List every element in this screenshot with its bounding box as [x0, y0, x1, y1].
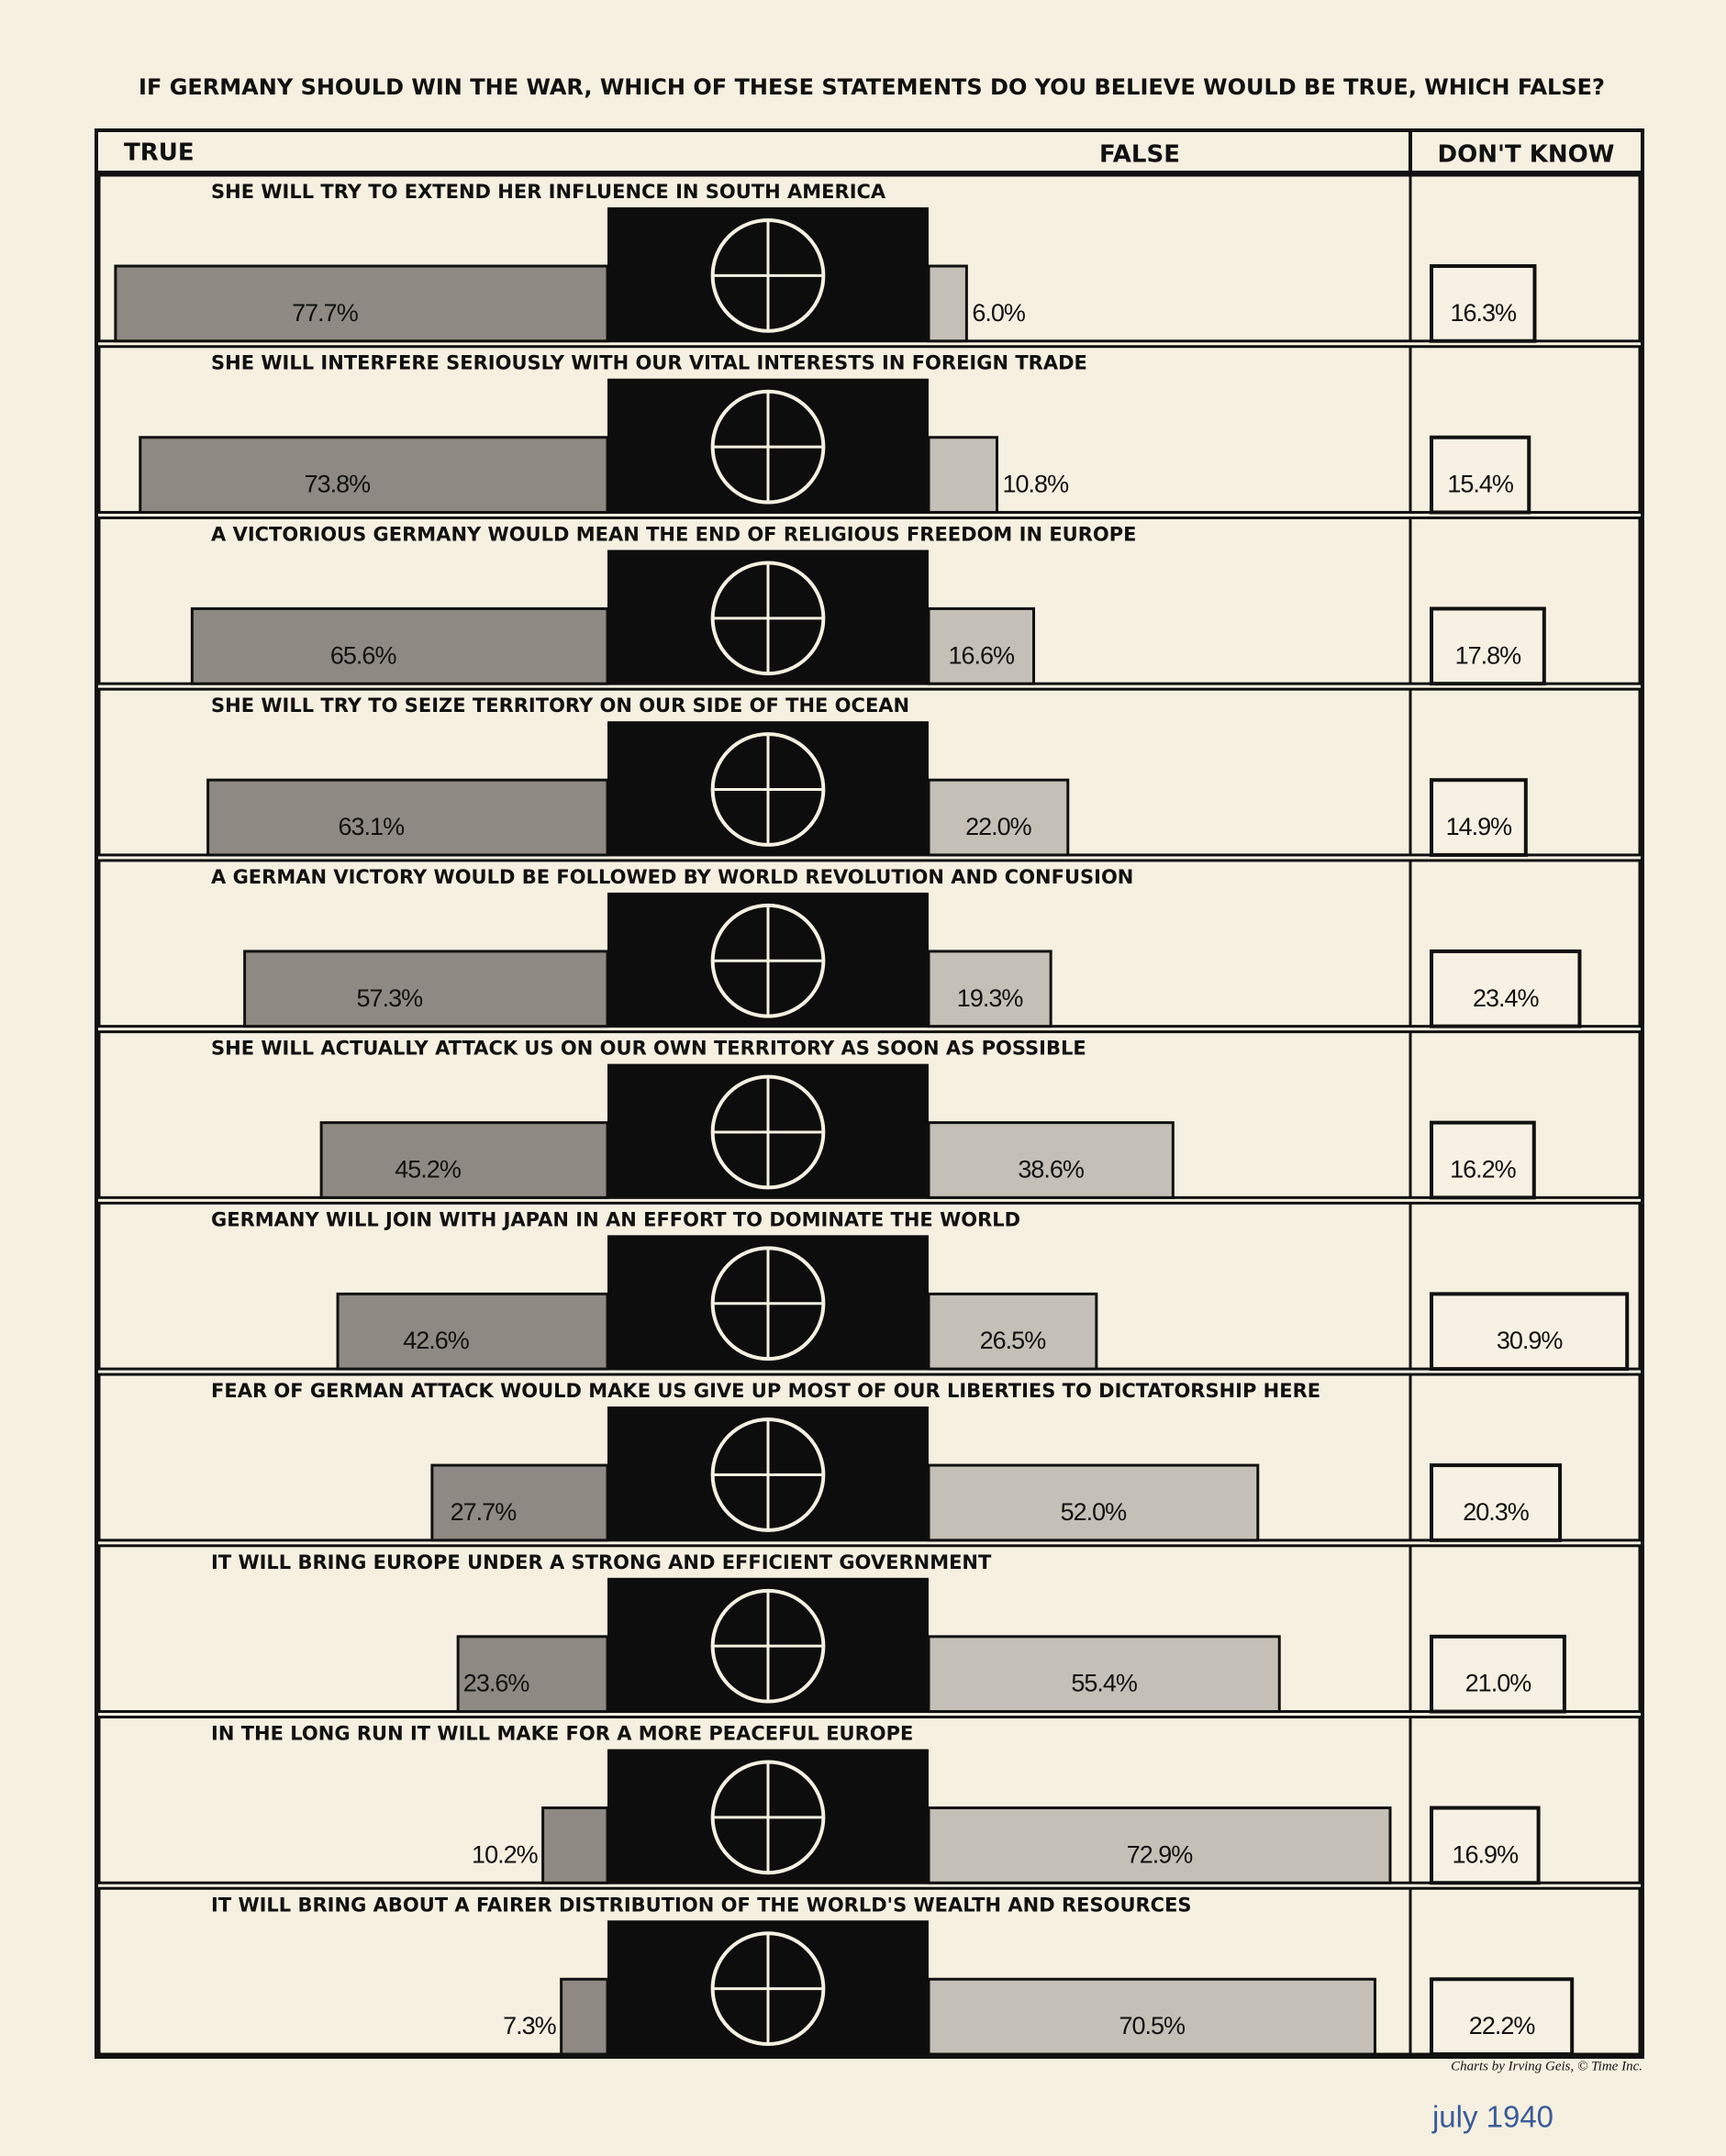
false-bar [927, 1292, 1098, 1371]
dont-know-box [1430, 1634, 1566, 1714]
dont-know-label: 14.9% [1446, 813, 1513, 840]
dont-know-label: 16.9% [1453, 1840, 1520, 1868]
icon-art [712, 734, 824, 845]
icon-art [712, 1248, 824, 1360]
true-bar [190, 606, 609, 685]
false-label: 22.0% [965, 813, 1032, 840]
dont-know-box [1430, 1292, 1630, 1372]
legend-dont-know: DON'T KNOW [1438, 141, 1615, 169]
icon-art [712, 1419, 824, 1530]
true-bar [206, 778, 609, 857]
icon-art [712, 562, 824, 674]
statement: IT WILL BRING ABOUT A FAIRER DISTRIBUTIO… [211, 1894, 1192, 1916]
legend-false: FALSE [1099, 141, 1180, 169]
false-label: 52.0% [1061, 1498, 1128, 1526]
statement: SHE WILL ACTUALLY ATTACK US ON OUR OWN T… [211, 1038, 1086, 1060]
true-label: 45.2% [395, 1155, 462, 1183]
true-label: 10.2% [472, 1840, 539, 1868]
statement: SHE WILL TRY TO EXTEND HER INFLUENCE IN … [211, 181, 886, 203]
true-label: 63.1% [339, 813, 406, 840]
credit: Charts by Irving Geis, © Time Inc. [1451, 2059, 1642, 2073]
true-bar [139, 436, 609, 514]
dont-know-box [1430, 949, 1582, 1028]
icon-art [712, 1933, 824, 2044]
icon-art [712, 391, 824, 503]
dont-know-label: 30.9% [1497, 1327, 1564, 1354]
false-bar [927, 1121, 1175, 1199]
statement: IT WILL BRING EUROPE UNDER A STRONG AND … [211, 1551, 992, 1573]
false-label: 16.6% [948, 641, 1015, 669]
false-label: 19.3% [957, 984, 1024, 1012]
date-note: july 1940 [1431, 2100, 1553, 2134]
true-bar [243, 950, 609, 1028]
false-label: 72.9% [1127, 1840, 1194, 1868]
false-label: 6.0% [972, 299, 1026, 327]
statement: FEAR OF GERMAN ATTACK WOULD MAKE US GIVE… [211, 1380, 1320, 1402]
statement: GERMANY WILL JOIN WITH JAPAN IN AN EFFOR… [211, 1208, 1020, 1230]
true-label: 42.6% [403, 1327, 470, 1354]
true-bar [114, 264, 609, 343]
true-bar [541, 1806, 609, 1884]
true-bar [560, 1977, 609, 2056]
dont-know-label: 15.4% [1447, 471, 1514, 498]
dont-know-label: 21.0% [1465, 1670, 1532, 1697]
dont-know-label: 22.2% [1469, 2012, 1536, 2039]
dont-know-label: 16.2% [1450, 1155, 1517, 1183]
true-bar [319, 1121, 609, 1199]
dont-know-box [1430, 1463, 1563, 1542]
statement: A VICTORIOUS GERMANY WOULD MEAN THE END … [211, 523, 1137, 545]
statement: IN THE LONG RUN IT WILL MAKE FOR A MORE … [211, 1723, 913, 1745]
icon-art [712, 220, 824, 331]
icon-art [712, 1076, 824, 1188]
false-label: 70.5% [1119, 2012, 1186, 2039]
dont-know-box [1430, 264, 1537, 343]
icon-art [712, 1761, 824, 1873]
false-bar [927, 1635, 1281, 1714]
dont-know-label: 23.4% [1473, 984, 1540, 1012]
false-label: 26.5% [980, 1327, 1047, 1354]
true-label: 7.3% [503, 2012, 557, 2039]
dont-know-box [1430, 606, 1546, 686]
true-bar [456, 1635, 609, 1714]
dont-know-box [1430, 1977, 1575, 2056]
frame [95, 128, 1644, 2059]
true-label: 27.7% [451, 1498, 518, 1526]
statement: A GERMAN VICTORY WOULD BE FOLLOWED BY WO… [211, 866, 1133, 888]
chart-title: IF GERMANY SHOULD WIN THE WAR, WHICH OF … [139, 74, 1605, 100]
false-label: 10.8% [1003, 471, 1070, 498]
legend-true: TRUE [124, 139, 195, 167]
true-label: 23.6% [463, 1670, 530, 1697]
true-label: 77.7% [292, 299, 359, 327]
false-bar [927, 778, 1070, 857]
dont-know-box [1430, 1120, 1536, 1200]
true-label: 57.3% [357, 984, 424, 1012]
true-bar [336, 1292, 609, 1371]
false-label: 38.6% [1018, 1155, 1085, 1183]
icon-art [712, 1590, 824, 1702]
icon-art [712, 905, 824, 1017]
false-bar [927, 1977, 1376, 2056]
dont-know-label: 17.8% [1455, 641, 1522, 669]
dont-know-box [1430, 778, 1528, 857]
true-label: 73.8% [305, 471, 372, 498]
false-label: 55.4% [1071, 1670, 1138, 1697]
dont-know-box [1430, 435, 1531, 515]
true-bar [430, 1463, 609, 1542]
dont-know-label: 16.3% [1450, 299, 1517, 327]
false-bar [927, 436, 999, 514]
false-bar [927, 1463, 1260, 1542]
statement: SHE WILL INTERFERE SERIOUSLY WITH OUR VI… [211, 352, 1087, 374]
statement: SHE WILL TRY TO SEIZE TERRITORY ON OUR S… [211, 695, 909, 717]
dont-know-box [1430, 1806, 1541, 1885]
true-label: 65.6% [330, 641, 397, 669]
dont-know-label: 20.3% [1463, 1498, 1530, 1526]
false-bar [927, 1806, 1392, 1884]
false-bar [927, 264, 968, 343]
